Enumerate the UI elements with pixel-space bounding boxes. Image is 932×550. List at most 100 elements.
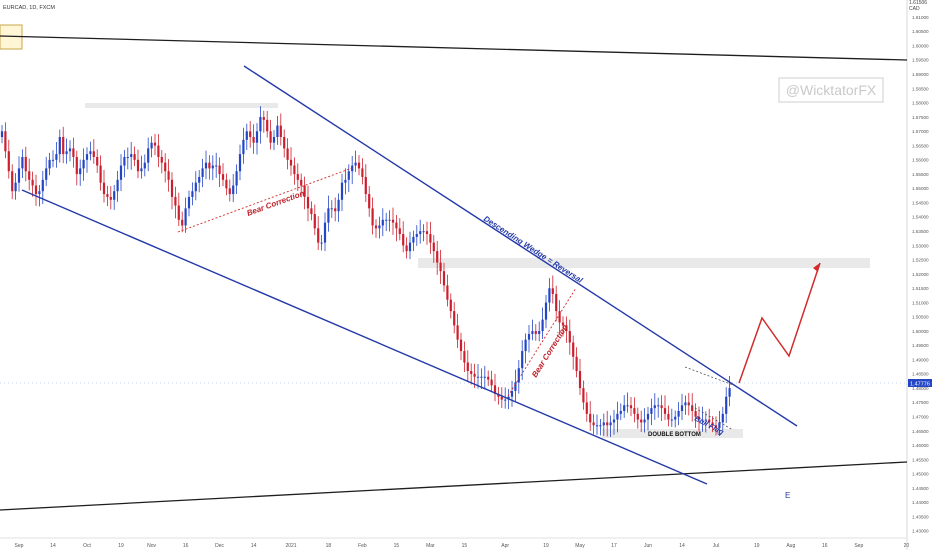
bull-flag-upper[interactable] [684, 366, 734, 386]
candle [561, 316, 565, 337]
candle [157, 134, 160, 168]
candle [568, 319, 571, 355]
candle [45, 156, 48, 187]
candle [17, 156, 21, 192]
price-tick-label: 1.52500 [912, 258, 929, 263]
candle [133, 146, 136, 167]
candle [310, 201, 313, 221]
candle [289, 147, 293, 176]
candle [225, 173, 228, 196]
candle [28, 158, 31, 191]
candle [218, 157, 221, 187]
candle [130, 142, 133, 170]
resistance-zone-target [418, 258, 870, 268]
resistance-zone-top [85, 103, 278, 108]
candle [99, 155, 102, 191]
price-tick-label: 1.57500 [912, 115, 929, 120]
candle [368, 185, 371, 217]
candle [150, 136, 153, 158]
annotations: Bear Correction Bear Correction Descendi… [246, 189, 791, 500]
candle [578, 358, 582, 395]
price-tick-label: 1.59500 [912, 58, 929, 63]
price-tick-label: 1.44500 [912, 486, 929, 491]
candle [194, 171, 197, 201]
candle [232, 174, 235, 203]
candle [242, 127, 245, 164]
candle [249, 121, 252, 148]
candle [636, 407, 639, 429]
candle [279, 113, 282, 146]
candle [317, 216, 320, 250]
candle [119, 154, 123, 192]
candle [660, 395, 663, 422]
descending-wedge-label: Descending Wedge = Reversal [482, 214, 585, 285]
price-tick-label: 1.59000 [912, 72, 929, 77]
candle [606, 410, 609, 437]
price-tick-label: 1.57000 [912, 129, 929, 134]
candle [646, 406, 650, 431]
price-top-label: 1.61506 [909, 0, 927, 6]
price-tick-label: 1.46500 [912, 429, 929, 434]
candle [181, 211, 184, 233]
bull-flag-lower[interactable] [687, 403, 734, 431]
watermark-box: @WicktatorFX [778, 77, 884, 103]
price-tick-label: 1.50000 [912, 329, 929, 334]
time-tick-label: Sep [854, 543, 863, 549]
candle [177, 192, 180, 227]
time-tick-label: 18 [326, 543, 332, 549]
candle [663, 395, 667, 421]
price-tick-label: 1.48000 [912, 386, 929, 391]
candle [616, 401, 619, 433]
candle [337, 193, 340, 222]
candle [320, 235, 323, 251]
candle [293, 157, 296, 185]
candle [51, 150, 55, 168]
price-tick-label: 1.47000 [912, 415, 929, 420]
candle [718, 410, 721, 437]
candle [167, 159, 170, 192]
candle [490, 370, 493, 393]
candle [24, 146, 27, 182]
bear-correction-2-line[interactable] [507, 287, 577, 397]
candle [160, 150, 163, 174]
candle [619, 403, 622, 421]
price-tick-label: 1.47500 [912, 400, 929, 405]
candle [466, 350, 469, 382]
candle [480, 368, 483, 390]
time-tick-label: Sep [15, 543, 24, 549]
candle [541, 307, 544, 340]
candle [361, 158, 364, 185]
candle [123, 150, 126, 178]
candle [395, 215, 398, 242]
candle [575, 347, 578, 378]
lower-channel-line[interactable] [0, 461, 908, 511]
time-tick-label: Dec [215, 543, 224, 549]
wedge-upper-line[interactable] [243, 65, 798, 427]
candle [442, 262, 446, 292]
candle [667, 405, 670, 427]
price-tick-label: 1.54500 [912, 200, 929, 205]
candle [548, 278, 551, 312]
time-tick-label: 15 [462, 543, 468, 549]
time-tick-label: Jul [713, 543, 719, 549]
candle [174, 186, 177, 219]
candle [303, 176, 306, 210]
candle [378, 216, 381, 239]
candle [7, 139, 10, 179]
candle [102, 169, 106, 203]
upper-channel-line[interactable] [0, 35, 908, 61]
candle [140, 155, 143, 179]
candle [470, 363, 473, 385]
candle [113, 184, 116, 210]
projection-path[interactable] [738, 262, 821, 384]
bear-correction-1-line[interactable] [177, 167, 353, 233]
candle [429, 221, 432, 254]
candle [55, 142, 58, 168]
candle [446, 274, 449, 307]
wedge-lower-line[interactable] [21, 189, 708, 485]
candle [286, 138, 289, 170]
candle [612, 410, 616, 435]
candle [153, 133, 157, 156]
candle [592, 414, 595, 435]
